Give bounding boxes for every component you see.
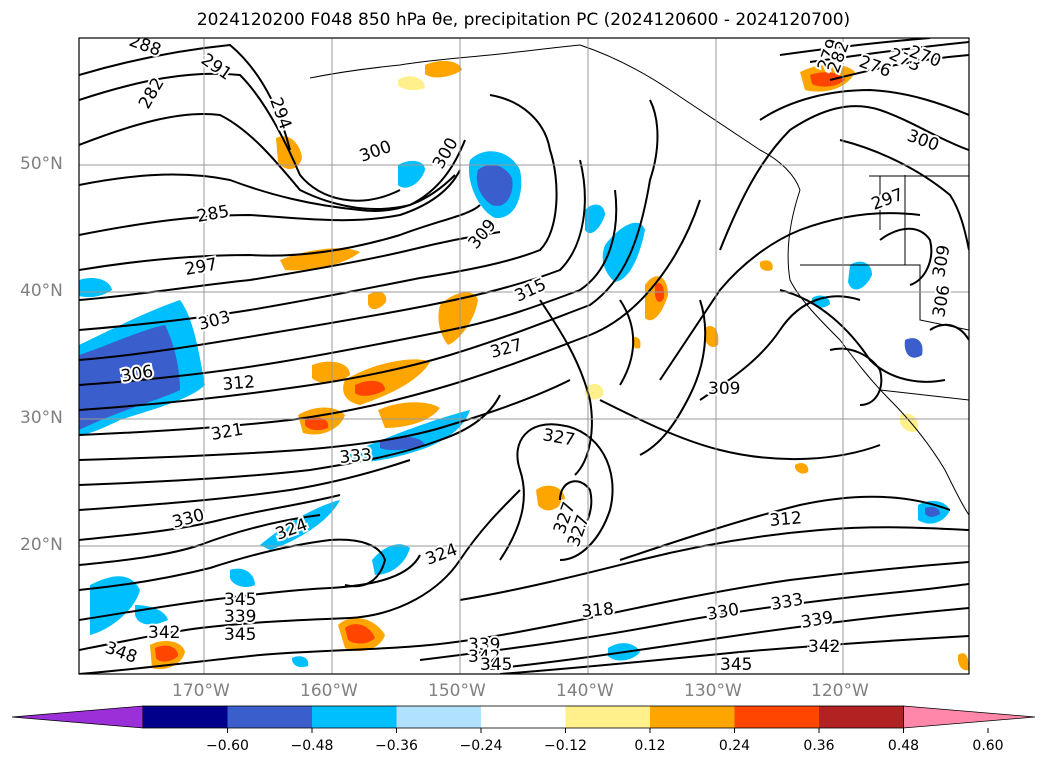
- contour-label-halo: 345: [720, 655, 752, 675]
- lon-label: 160°W: [300, 681, 358, 701]
- map-title: 2024120200 F048 850 hPa θe, precipitatio…: [196, 10, 851, 30]
- contour-label-halo: 342: [468, 647, 500, 667]
- colorbar-segment: [396, 706, 482, 728]
- colorbar-extend-low: [11, 705, 144, 729]
- contour-label-halo: 339: [468, 635, 500, 655]
- contour-label: 342: [468, 647, 500, 667]
- graticule: [79, 38, 969, 674]
- contour-label: 339: [468, 635, 500, 655]
- colorbar-tick-label: −0.12: [544, 738, 587, 754]
- lat-label: 30°N: [20, 408, 63, 428]
- colorbar-segment: [650, 706, 735, 728]
- contour-label: 345: [224, 590, 256, 610]
- colorbar-tick-label: 0.48: [887, 738, 920, 754]
- contour-label: 339: [224, 607, 256, 627]
- lon-label: 170°W: [172, 681, 230, 701]
- colorbar-segment: [143, 706, 228, 728]
- colorbar-tick-label: 0.60: [972, 738, 1004, 754]
- contour-label-halo: 345: [480, 655, 512, 675]
- contour-label: 342: [148, 623, 180, 643]
- contour-label-halo: 312: [769, 508, 803, 531]
- contour-label-halo: 345: [224, 590, 256, 610]
- colorbar-tick-label: −0.60: [206, 738, 249, 754]
- colorbar-segment: [312, 706, 397, 728]
- contour-label-halo: 309: [708, 379, 740, 399]
- contour-label: 309: [708, 379, 740, 399]
- colorbar-segment: [819, 706, 904, 728]
- contour-label: 342: [808, 637, 840, 657]
- contour-label: 333: [339, 445, 373, 468]
- lon-label: 130°W: [684, 681, 742, 701]
- lat-label: 40°N: [20, 281, 63, 301]
- contour-label: 345: [720, 655, 752, 675]
- contour-label: 345: [480, 655, 512, 675]
- colorbar-tick-label: 0.12: [634, 738, 666, 754]
- lat-label: 50°N: [20, 154, 63, 174]
- colorbar-extend-high: [903, 705, 1036, 729]
- lat-label: 20°N: [20, 535, 63, 555]
- colorbar-segment: [481, 706, 566, 728]
- colorbar-tick-label: 0.36: [803, 738, 835, 754]
- colorbar-segment: [227, 706, 313, 728]
- contour-label: 345: [224, 625, 256, 645]
- contour-label-halo: 342: [148, 623, 180, 643]
- colorbar-outline: [142, 705, 904, 729]
- colorbar-segment: [565, 706, 651, 728]
- contour-label: 312: [222, 372, 256, 395]
- contour-label-halo: 339: [224, 607, 256, 627]
- colorbar-tick-label: 0.24: [718, 738, 751, 754]
- contour-label: 318: [581, 599, 615, 622]
- contour-label: 312: [769, 508, 803, 531]
- colorbar-tick-label: −0.48: [290, 738, 334, 754]
- colorbar-tick-label: −0.36: [375, 738, 418, 754]
- contour-label-halo: 333: [339, 445, 373, 468]
- colorbar-tick-label: −0.24: [459, 738, 503, 754]
- colorbar: [11, 705, 1036, 733]
- colorbar-segment: [734, 706, 820, 728]
- contour-label-halo: 312: [222, 372, 256, 395]
- map-frame: [78, 37, 970, 675]
- lon-label: 150°W: [428, 681, 486, 701]
- lon-label: 120°W: [811, 681, 869, 701]
- lon-label: 140°W: [556, 681, 614, 701]
- contour-label-halo: 342: [808, 637, 840, 657]
- contour-label-halo: 318: [581, 599, 615, 622]
- contour-label-halo: 345: [224, 625, 256, 645]
